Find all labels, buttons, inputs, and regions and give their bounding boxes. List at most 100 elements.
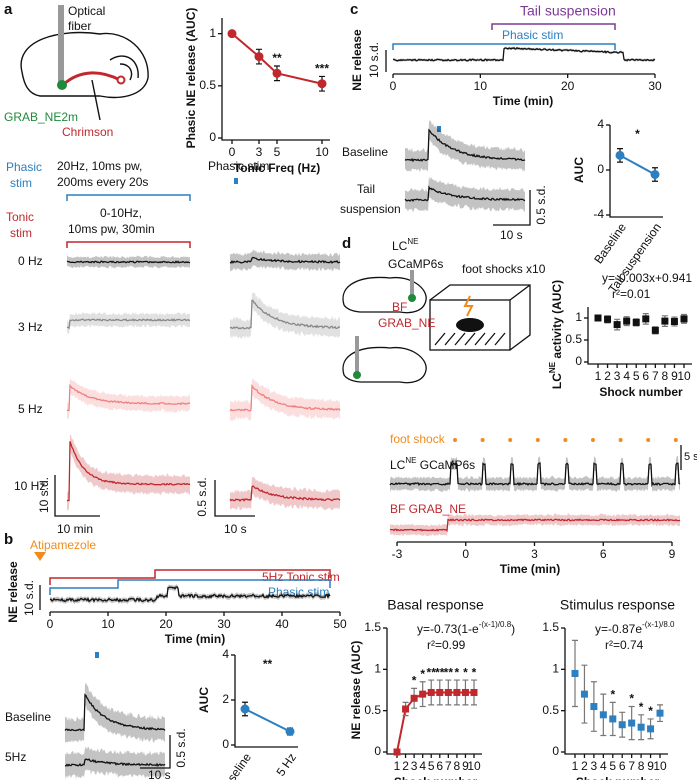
shock-icon: [463, 295, 474, 317]
site: [408, 294, 416, 302]
x-tick-label: 2: [581, 759, 588, 773]
r-squared: r²=0.99: [427, 638, 466, 652]
label: Atipamezole: [30, 538, 96, 552]
label-part: LC: [392, 239, 408, 253]
x-tick-label: Baseline: [216, 750, 254, 780]
bracket: [49, 579, 331, 595]
chart-title: Basal response: [387, 597, 484, 613]
shock-dot: [535, 438, 540, 442]
x-tick-label: 5: [274, 145, 281, 159]
brain-a: [20, 5, 149, 121]
x-tick-label: Baseline: [591, 220, 629, 266]
bracket: [392, 43, 616, 50]
y-axis-label: LCNE activity (AUC): [548, 280, 564, 389]
y-tick-label: 2: [222, 692, 229, 706]
point: [444, 688, 452, 696]
trace: [229, 256, 341, 264]
bracket: [491, 23, 616, 30]
scale-label: 0.5 s.d.: [195, 477, 209, 516]
site: [353, 371, 361, 379]
stim-mark: [234, 178, 238, 184]
axis: [587, 307, 692, 365]
text-part: y=-0.003x+0.941: [602, 271, 692, 285]
y-tick-label: 0: [209, 130, 216, 144]
trace: [49, 586, 331, 603]
x-tick-label: 10: [677, 369, 691, 383]
trace: [404, 185, 526, 202]
label: LCNE GCaMP6s: [390, 456, 475, 472]
label: LCNE: [392, 237, 418, 253]
y-tick-label: 4: [597, 117, 604, 131]
series-line: [231, 32, 323, 85]
x-tick-label: 6: [619, 759, 626, 773]
axis: [609, 125, 663, 218]
x-tick-label: 10: [653, 759, 667, 773]
scale-label: 10 s: [500, 228, 523, 242]
shock-dot: [508, 438, 513, 442]
point: [623, 317, 631, 325]
x-tick-label: 9: [671, 369, 678, 383]
x-tick-label: 7: [652, 369, 659, 383]
scale-bar: [54, 475, 100, 517]
scale-bar: [214, 480, 255, 517]
row-label: 10 Hz: [14, 479, 45, 493]
x-tick-label: 10: [467, 759, 481, 773]
significance: *: [635, 127, 640, 141]
label: fiber: [68, 19, 91, 33]
point: [650, 170, 660, 179]
x-tick-label: 6: [436, 759, 443, 773]
x-tick-label: 2: [604, 369, 611, 383]
row-label: Tail: [357, 182, 375, 196]
shock-dot: [646, 438, 651, 442]
significance: **: [272, 51, 282, 65]
tick-label: 0: [462, 547, 469, 561]
row-label: Baseline: [5, 710, 51, 724]
point: [670, 318, 678, 326]
series-line: [396, 691, 474, 753]
text-part: y=-0.87e: [595, 622, 642, 636]
point: [453, 688, 461, 696]
drug-marker: [34, 552, 46, 561]
point: [632, 318, 640, 326]
significance: *: [412, 674, 417, 688]
label: 20Hz, 10ms pw,: [57, 159, 142, 173]
x-axis-label: Shock number: [599, 385, 683, 399]
label: 200ms every 20s: [57, 175, 148, 189]
bracket: [49, 569, 331, 585]
x-tick-label: 6: [642, 369, 649, 383]
significance: **: [263, 657, 273, 671]
axis-label: Time (min): [500, 562, 560, 576]
text-part: LC: [550, 373, 564, 389]
shock-dot: [453, 438, 457, 442]
point: [599, 711, 607, 719]
x-tick-label: 9: [647, 759, 654, 773]
tick-label: 20: [561, 79, 575, 93]
row-label: 3 Hz: [18, 320, 43, 334]
y-axis-label: NE release (AUC): [349, 641, 363, 740]
x-tick-label: 7: [445, 759, 452, 773]
equation: y=-0.87e-(x-1)/8.0: [595, 620, 675, 636]
point: [637, 723, 645, 731]
row-label: Baseline: [342, 145, 388, 159]
x-tick-label: 5: [609, 759, 616, 773]
trace: [392, 46, 656, 62]
bracket: [66, 241, 191, 248]
y-tick-label: 1: [209, 26, 216, 40]
trace-band: [230, 292, 340, 339]
trace: [66, 260, 191, 264]
axis-label: NE release: [6, 561, 20, 623]
significance: **: [444, 665, 454, 679]
stim-mark: [95, 652, 99, 658]
point: [436, 688, 444, 696]
point: [618, 721, 626, 729]
significance: *: [463, 665, 468, 679]
x-tick-label: 0: [229, 145, 236, 159]
significance: *: [610, 688, 615, 702]
axis: [221, 18, 330, 141]
x-tick-label: 8: [454, 759, 461, 773]
axis-label: Time (min): [493, 94, 553, 108]
point: [680, 315, 688, 323]
shock-dot: [591, 438, 595, 442]
y-axis-label: AUC: [572, 157, 586, 183]
